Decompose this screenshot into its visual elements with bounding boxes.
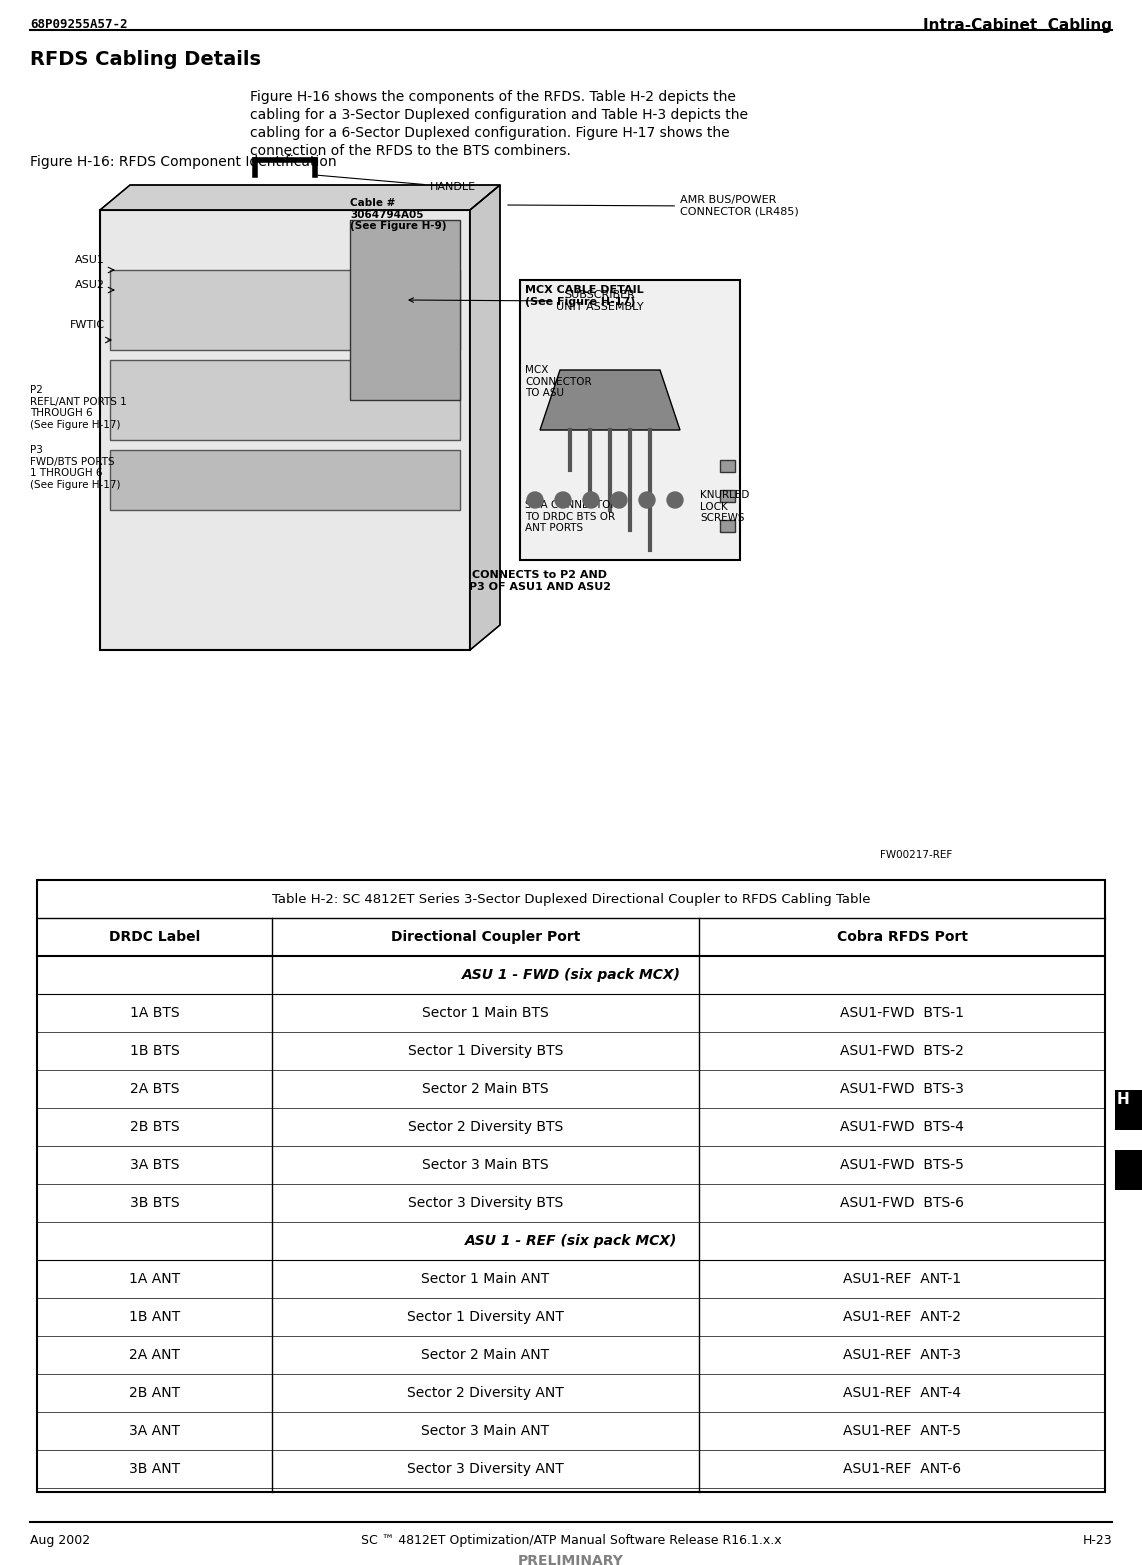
Text: Figure H-16: RFDS Component Identification: Figure H-16: RFDS Component Identificati… (30, 155, 337, 169)
Text: 1B ANT: 1B ANT (129, 1310, 180, 1324)
Text: P3
FWD/BTS PORTS
1 THROUGH 6
(See Figure H-17): P3 FWD/BTS PORTS 1 THROUGH 6 (See Figure… (30, 444, 121, 490)
Bar (520, 280, 740, 560)
Text: ASU1-FWD  BTS-6: ASU1-FWD BTS-6 (841, 1196, 964, 1210)
Text: Sector 2 Diversity ANT: Sector 2 Diversity ANT (408, 1387, 564, 1401)
Text: MCX CABLE DETAIL
(See Figure H-17): MCX CABLE DETAIL (See Figure H-17) (525, 285, 644, 307)
Bar (719, 490, 735, 502)
Text: FW00217-REF: FW00217-REF (880, 850, 952, 861)
Text: SUBSCRIBER
UNIT ASSEMBLY: SUBSCRIBER UNIT ASSEMBLY (409, 291, 644, 311)
Text: 1A ANT: 1A ANT (129, 1272, 180, 1286)
Text: PRELIMINARY: PRELIMINARY (518, 1554, 624, 1565)
Text: cabling for a 6-Sector Duplexed configuration. Figure H-17 shows the: cabling for a 6-Sector Duplexed configur… (250, 127, 730, 139)
Text: ASU1-REF  ANT-1: ASU1-REF ANT-1 (843, 1272, 962, 1286)
Text: Sector 3 Main ANT: Sector 3 Main ANT (421, 1424, 549, 1438)
Text: ASU1-REF  ANT-2: ASU1-REF ANT-2 (843, 1310, 962, 1324)
Text: Sector 1 Main ANT: Sector 1 Main ANT (421, 1272, 549, 1286)
Text: ASU1-REF  ANT-3: ASU1-REF ANT-3 (843, 1347, 962, 1362)
Text: 1A BTS: 1A BTS (130, 1006, 179, 1020)
Text: ASU 1 - FWD (six pack MCX): ASU 1 - FWD (six pack MCX) (461, 969, 681, 981)
Text: 3B ANT: 3B ANT (129, 1462, 180, 1476)
Text: 3A BTS: 3A BTS (130, 1158, 179, 1172)
Bar (37, 880, 1105, 1491)
Text: Sector 3 Diversity ANT: Sector 3 Diversity ANT (408, 1462, 564, 1476)
Text: Figure H-16 shows the components of the RFDS. Table H-2 depicts the: Figure H-16 shows the components of the … (250, 91, 735, 103)
Text: 2A BTS: 2A BTS (130, 1081, 179, 1096)
Polygon shape (471, 185, 500, 649)
Text: 2A ANT: 2A ANT (129, 1347, 180, 1362)
Text: ASU1-FWD  BTS-1: ASU1-FWD BTS-1 (841, 1006, 964, 1020)
Text: Sector 1 Main BTS: Sector 1 Main BTS (423, 1006, 549, 1020)
Text: RFDS Cabling Details: RFDS Cabling Details (30, 50, 262, 69)
Text: KNURLED
LOCK
SCREWS: KNURLED LOCK SCREWS (700, 490, 749, 523)
Text: 2B ANT: 2B ANT (129, 1387, 180, 1401)
Text: Sector 3 Main BTS: Sector 3 Main BTS (423, 1158, 549, 1172)
Circle shape (611, 491, 627, 509)
Text: 68P09255A57-2: 68P09255A57-2 (30, 19, 128, 31)
Text: connection of the RFDS to the BTS combiners.: connection of the RFDS to the BTS combin… (250, 144, 571, 158)
Text: 3A ANT: 3A ANT (129, 1424, 180, 1438)
Text: ASU1-FWD  BTS-4: ASU1-FWD BTS-4 (841, 1121, 964, 1135)
Text: cabling for a 3-Sector Duplexed configuration and Table H-3 depicts the: cabling for a 3-Sector Duplexed configur… (250, 108, 748, 122)
Bar (110, 271, 460, 351)
Text: Cable #
3064794A05
(See Figure H-9): Cable # 3064794A05 (See Figure H-9) (349, 199, 447, 232)
Text: Directional Coupler Port: Directional Coupler Port (391, 930, 580, 944)
Text: Intra-Cabinet  Cabling: Intra-Cabinet Cabling (923, 19, 1112, 33)
Bar (719, 520, 735, 532)
Text: SC ™ 4812ET Optimization/ATP Manual Software Release R16.1.x.x: SC ™ 4812ET Optimization/ATP Manual Soft… (361, 1534, 781, 1546)
Text: MCX
CONNECTOR
TO ASU: MCX CONNECTOR TO ASU (525, 365, 592, 398)
Text: 3B BTS: 3B BTS (130, 1196, 179, 1210)
Text: ASU2: ASU2 (75, 280, 105, 290)
Text: SMA CONNECTORS
TO DRDC BTS OR
ANT PORTS: SMA CONNECTORS TO DRDC BTS OR ANT PORTS (525, 499, 625, 534)
Text: Sector 2 Main BTS: Sector 2 Main BTS (423, 1081, 549, 1096)
Text: AMR BUS/POWER
CONNECTOR (LR485): AMR BUS/POWER CONNECTOR (LR485) (508, 196, 798, 218)
Text: ASU1-REF  ANT-4: ASU1-REF ANT-4 (843, 1387, 962, 1401)
Text: ASU 1 - REF (six pack MCX): ASU 1 - REF (six pack MCX) (465, 1233, 677, 1247)
Bar (349, 221, 460, 401)
Text: Aug 2002: Aug 2002 (30, 1534, 90, 1546)
Text: ASU1-FWD  BTS-2: ASU1-FWD BTS-2 (841, 1044, 964, 1058)
Bar (100, 210, 471, 649)
Text: Sector 1 Diversity BTS: Sector 1 Diversity BTS (408, 1044, 563, 1058)
Text: H-23: H-23 (1083, 1534, 1112, 1546)
Text: ASU1-REF  ANT-6: ASU1-REF ANT-6 (843, 1462, 962, 1476)
Text: HANDLE: HANDLE (317, 175, 476, 192)
Bar (719, 460, 735, 473)
Text: CONNECTS to P2 AND
P3 OF ASU1 AND ASU2: CONNECTS to P2 AND P3 OF ASU1 AND ASU2 (469, 570, 611, 592)
Circle shape (526, 491, 542, 509)
Circle shape (555, 491, 571, 509)
Text: Cobra RFDS Port: Cobra RFDS Port (837, 930, 967, 944)
Text: FWTIC: FWTIC (70, 319, 105, 330)
Text: H: H (1117, 1092, 1129, 1106)
Text: Sector 2 Diversity BTS: Sector 2 Diversity BTS (408, 1121, 563, 1135)
Text: 2B BTS: 2B BTS (130, 1121, 179, 1135)
Circle shape (584, 491, 600, 509)
Text: ASU1-FWD  BTS-5: ASU1-FWD BTS-5 (841, 1158, 964, 1172)
Circle shape (640, 491, 656, 509)
Text: Sector 3 Diversity BTS: Sector 3 Diversity BTS (408, 1196, 563, 1210)
Bar (110, 451, 460, 510)
Polygon shape (100, 185, 500, 210)
Bar (1115, 1089, 1142, 1130)
Circle shape (667, 491, 683, 509)
Bar (110, 360, 460, 440)
Text: Sector 1 Diversity ANT: Sector 1 Diversity ANT (407, 1310, 564, 1324)
Text: P2
REFL/ANT PORTS 1
THROUGH 6
(See Figure H-17): P2 REFL/ANT PORTS 1 THROUGH 6 (See Figur… (30, 385, 127, 430)
Bar (1115, 1150, 1142, 1189)
Text: ASU1-FWD  BTS-3: ASU1-FWD BTS-3 (841, 1081, 964, 1096)
Text: Table H-2: SC 4812ET Series 3-Sector Duplexed Directional Coupler to RFDS Cablin: Table H-2: SC 4812ET Series 3-Sector Dup… (272, 892, 870, 906)
Text: Sector 2 Main ANT: Sector 2 Main ANT (421, 1347, 549, 1362)
Text: DRDC Label: DRDC Label (108, 930, 200, 944)
Text: ASU1-REF  ANT-5: ASU1-REF ANT-5 (843, 1424, 962, 1438)
Text: 1B BTS: 1B BTS (129, 1044, 179, 1058)
Text: ASU1: ASU1 (75, 255, 105, 264)
Polygon shape (540, 369, 679, 430)
